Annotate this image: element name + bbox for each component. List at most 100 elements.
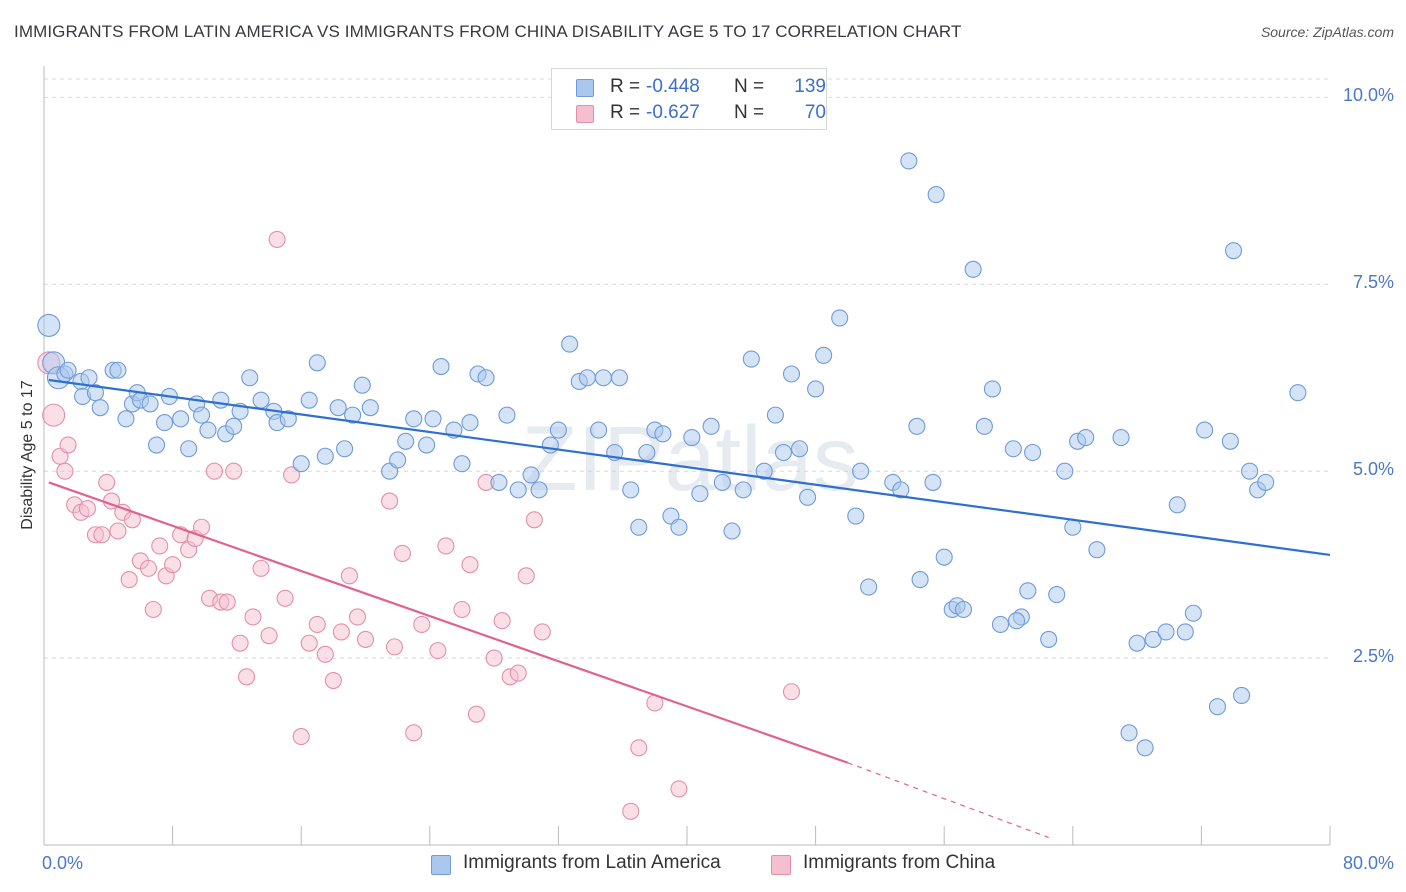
data-point xyxy=(911,571,929,589)
data-point xyxy=(397,432,415,450)
data-point xyxy=(670,518,688,536)
data-point xyxy=(1168,496,1186,514)
y-tick-label: 5.0% xyxy=(1352,459,1394,480)
data-point xyxy=(308,354,326,372)
data-point xyxy=(429,642,447,660)
y-tick-label: 2.5% xyxy=(1352,646,1394,667)
data-point xyxy=(109,522,127,540)
data-point xyxy=(1233,686,1251,705)
data-point xyxy=(192,406,211,424)
data-point xyxy=(109,361,127,379)
data-point xyxy=(1289,384,1307,402)
legend-swatch-blue xyxy=(576,79,594,97)
trend-line-latin-america xyxy=(48,378,1331,557)
data-point xyxy=(147,436,166,454)
data-point xyxy=(432,357,450,376)
data-point xyxy=(1176,623,1194,641)
data-point xyxy=(453,600,471,619)
legend-swatch-blue xyxy=(431,855,451,875)
data-point xyxy=(892,481,910,499)
data-point xyxy=(541,436,559,454)
data-point xyxy=(807,380,825,398)
data-point xyxy=(164,556,182,574)
data-point xyxy=(1019,582,1037,600)
data-point xyxy=(1007,612,1026,630)
data-point xyxy=(1128,634,1146,652)
r-label: R = xyxy=(610,76,641,97)
data-point xyxy=(139,559,158,577)
trend-line-china xyxy=(48,481,849,764)
data-point xyxy=(782,683,801,701)
data-point xyxy=(437,537,455,555)
data-point xyxy=(638,443,656,462)
trend-lines xyxy=(48,378,1331,839)
data-point xyxy=(900,152,918,170)
data-point xyxy=(199,421,217,439)
data-point xyxy=(924,473,942,491)
data-point xyxy=(622,481,640,499)
data-point xyxy=(908,417,926,435)
data-point xyxy=(332,623,350,641)
chart-title: IMMIGRANTS FROM LATIN AMERICA VS IMMIGRA… xyxy=(14,22,962,41)
y-tick-label: 10.0% xyxy=(1342,85,1394,106)
series-china-points xyxy=(37,230,801,820)
data-point xyxy=(353,376,371,394)
data-point xyxy=(490,473,508,491)
data-point xyxy=(578,369,596,387)
data-point xyxy=(418,436,436,454)
data-point xyxy=(385,638,403,656)
data-point xyxy=(509,664,527,682)
data-point xyxy=(276,589,294,607)
data-point xyxy=(42,403,66,427)
data-point xyxy=(120,571,138,589)
data-point xyxy=(1208,698,1227,716)
data-point xyxy=(1112,428,1130,447)
data-point xyxy=(1184,604,1202,622)
data-point xyxy=(1157,623,1175,641)
data-point xyxy=(192,518,211,536)
data-point xyxy=(361,399,379,417)
data-point xyxy=(1040,630,1058,648)
data-point xyxy=(799,488,817,506)
data-point xyxy=(56,462,74,480)
data-point xyxy=(683,428,701,447)
r-label: R = xyxy=(610,102,641,123)
data-point xyxy=(734,481,752,499)
gridlines xyxy=(44,78,1330,659)
data-point xyxy=(1056,462,1074,480)
data-point xyxy=(590,421,608,439)
data-point xyxy=(316,645,334,663)
data-point xyxy=(530,481,548,499)
data-point xyxy=(393,544,412,562)
data-point xyxy=(231,634,249,652)
data-point xyxy=(630,739,648,757)
legend-label: Immigrants from China xyxy=(803,852,996,873)
data-point xyxy=(461,556,479,574)
data-point xyxy=(336,440,354,458)
data-point xyxy=(1225,242,1243,260)
data-point xyxy=(755,462,773,480)
data-point xyxy=(1221,432,1239,450)
data-point xyxy=(1024,443,1042,462)
data-point xyxy=(260,627,278,645)
data-point xyxy=(59,436,77,454)
data-point xyxy=(630,518,648,536)
data-point xyxy=(610,369,629,387)
data-point xyxy=(847,507,865,525)
data-point xyxy=(493,612,511,630)
trend-line-china-extension xyxy=(847,762,1049,839)
data-point xyxy=(1004,440,1022,458)
data-point xyxy=(954,600,973,619)
data-point xyxy=(225,462,243,480)
data-point xyxy=(1241,462,1259,480)
axes xyxy=(43,66,1331,846)
data-point xyxy=(782,365,801,383)
data-point xyxy=(670,780,688,798)
data-point xyxy=(98,473,116,491)
data-point xyxy=(860,578,878,596)
data-point xyxy=(316,447,334,465)
legend-swatch-pink xyxy=(576,105,594,123)
data-point xyxy=(991,615,1010,634)
data-point xyxy=(356,630,375,648)
